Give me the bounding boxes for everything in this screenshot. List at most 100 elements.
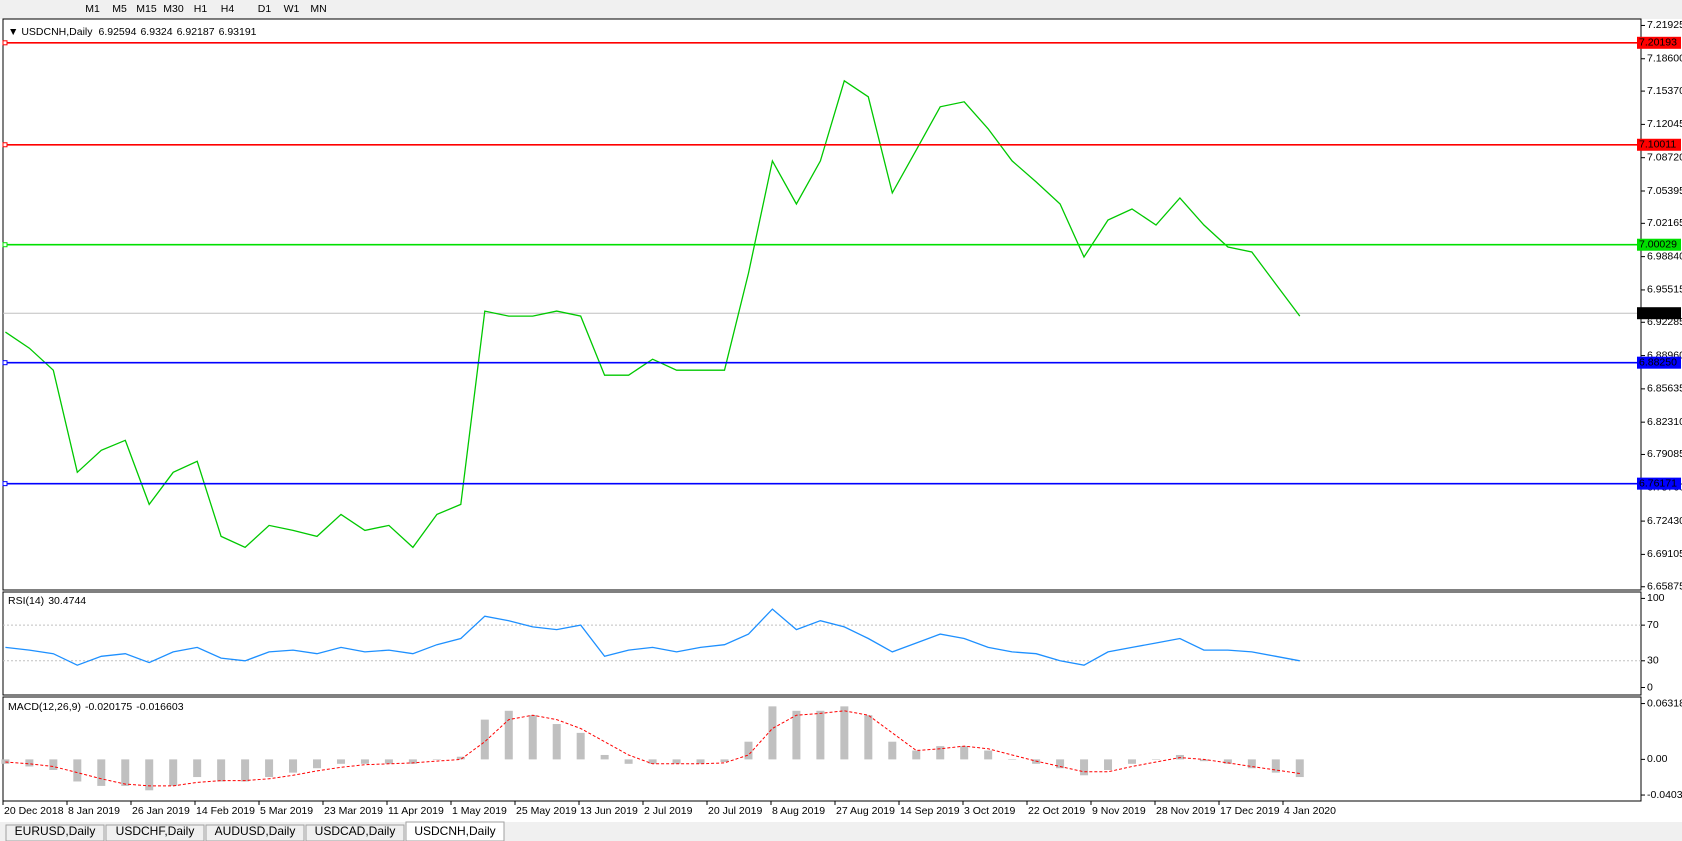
level-marker bbox=[2, 40, 8, 46]
x-tick-label: 8 Jan 2019 bbox=[68, 805, 120, 817]
histogram-bar bbox=[624, 759, 633, 764]
x-tick-label: 9 Nov 2019 bbox=[1092, 805, 1146, 817]
open: 6.92594 bbox=[99, 26, 137, 38]
tab-label[interactable]: USDCHF,Daily bbox=[116, 824, 195, 838]
rsi-value: 30.4744 bbox=[48, 595, 86, 607]
symbol: USDCNH,Daily bbox=[21, 26, 93, 38]
tab[interactable] bbox=[405, 821, 505, 841]
timeframe-label[interactable]: M30 bbox=[163, 3, 184, 15]
histogram-bar bbox=[241, 759, 250, 782]
histogram-bar bbox=[1, 759, 10, 764]
x-tick-label: 23 Mar 2019 bbox=[324, 805, 383, 817]
x-tick-label: 20 Dec 2018 bbox=[4, 805, 64, 817]
histogram-bar bbox=[960, 746, 969, 760]
timeframe-button[interactable] bbox=[279, 1, 304, 17]
x-tick-label: 25 May 2019 bbox=[516, 805, 577, 817]
level-label: 6.76171 bbox=[1639, 477, 1677, 489]
timeframe-label[interactable]: M1 bbox=[85, 3, 100, 15]
histogram-bar bbox=[1151, 759, 1160, 760]
timeframe-label[interactable]: H4 bbox=[221, 3, 235, 15]
x-tick-label: 22 Oct 2019 bbox=[1028, 805, 1085, 817]
histogram-bar bbox=[720, 759, 729, 763]
histogram-bar bbox=[936, 746, 945, 760]
x-tick-label: 11 Apr 2019 bbox=[388, 805, 444, 817]
level-label-box bbox=[1637, 356, 1681, 369]
timeframe-button[interactable] bbox=[306, 1, 331, 17]
y-tick-label: 70 bbox=[1647, 619, 1659, 631]
x-tick-label: 4 Jan 2020 bbox=[1284, 805, 1336, 817]
timeframe-button[interactable] bbox=[215, 1, 240, 17]
y-tick-label: 6.98840 bbox=[1647, 250, 1682, 262]
histogram-bar bbox=[1295, 759, 1304, 778]
histogram-bar bbox=[864, 715, 873, 760]
histogram-bar bbox=[313, 759, 322, 769]
histogram-bar bbox=[456, 756, 465, 760]
y-tick-label: 6.69105 bbox=[1647, 548, 1682, 560]
rsi-panel bbox=[2, 591, 1642, 696]
histogram-bar bbox=[336, 759, 345, 764]
timeframe-button[interactable] bbox=[161, 1, 186, 17]
y-tick-label: 7.18600 bbox=[1647, 53, 1682, 65]
macd-value: -0.020175 bbox=[85, 701, 132, 713]
timeframe-button[interactable] bbox=[134, 1, 159, 17]
x-tick-label: 27 Aug 2019 bbox=[836, 805, 895, 817]
histogram-bar bbox=[672, 759, 681, 764]
histogram-bar bbox=[1247, 759, 1256, 769]
y-tick-label: 6.95515 bbox=[1647, 284, 1682, 296]
x-tick-label: 8 Aug 2019 bbox=[772, 805, 825, 817]
macd-header: MACD(12,26,9) -0.020175 -0.016603 bbox=[8, 701, 184, 713]
timeframe-label[interactable]: MN bbox=[310, 3, 326, 15]
histogram-bar bbox=[888, 741, 897, 760]
timeframe-label[interactable]: H1 bbox=[194, 3, 208, 15]
timeframe-label[interactable]: M5 bbox=[112, 3, 127, 15]
histogram-bar bbox=[1056, 759, 1065, 769]
tab[interactable] bbox=[305, 824, 405, 841]
tab[interactable] bbox=[5, 824, 105, 841]
level-label-box bbox=[1637, 138, 1681, 151]
current-price-label: 6.93191 bbox=[1639, 307, 1677, 319]
timeframe-button[interactable] bbox=[252, 1, 277, 17]
histogram-bar bbox=[1104, 759, 1113, 770]
tab-label[interactable]: EURUSD,Daily bbox=[15, 824, 96, 838]
timeframe-label[interactable]: M15 bbox=[136, 3, 157, 15]
series-line bbox=[5, 608, 1300, 666]
level-marker bbox=[2, 142, 8, 148]
histogram-bar bbox=[1127, 759, 1136, 764]
tab[interactable] bbox=[105, 824, 205, 841]
tab-label[interactable]: USDCAD,Daily bbox=[315, 824, 396, 838]
y-tick-label: 0 bbox=[1647, 681, 1653, 693]
histogram-bar bbox=[600, 754, 609, 760]
histogram-bar bbox=[984, 750, 993, 760]
tab-label[interactable]: USDCNH,Daily bbox=[414, 824, 495, 838]
x-tick-label: 5 Mar 2019 bbox=[260, 805, 313, 817]
histogram-bar bbox=[576, 732, 585, 760]
tab-label[interactable]: AUDUSD,Daily bbox=[215, 824, 296, 838]
low: 6.92187 bbox=[177, 26, 215, 38]
timeframe-button[interactable] bbox=[188, 1, 213, 17]
tab[interactable] bbox=[205, 824, 305, 841]
x-tick-label: 28 Nov 2019 bbox=[1156, 805, 1216, 817]
y-tick-label: 7.21925 bbox=[1647, 19, 1682, 31]
histogram-bar bbox=[792, 710, 801, 760]
level-label: 7.10011 bbox=[1639, 139, 1676, 151]
timeframe-label[interactable]: W1 bbox=[284, 3, 300, 15]
histogram-bar bbox=[1271, 759, 1280, 773]
histogram-bar bbox=[840, 706, 849, 760]
histogram-bar bbox=[1080, 759, 1089, 776]
y-tick-label: 7.02165 bbox=[1647, 217, 1682, 229]
x-tick-label: 3 Oct 2019 bbox=[964, 805, 1016, 817]
timeframe-button[interactable] bbox=[80, 1, 105, 17]
histogram-bar bbox=[169, 759, 178, 786]
timeframe-button[interactable] bbox=[107, 1, 132, 17]
histogram-bar bbox=[73, 759, 82, 782]
histogram-bar bbox=[384, 759, 393, 764]
macd-title: MACD(12,26,9) bbox=[8, 701, 81, 713]
histogram-bar bbox=[360, 759, 369, 764]
histogram-bar bbox=[49, 759, 58, 770]
timeframe-label[interactable]: D1 bbox=[258, 3, 272, 15]
rsi-title: RSI(14) bbox=[8, 595, 44, 607]
histogram-bar bbox=[432, 759, 441, 760]
histogram-bar bbox=[768, 706, 777, 760]
series-line bbox=[5, 79, 1301, 549]
